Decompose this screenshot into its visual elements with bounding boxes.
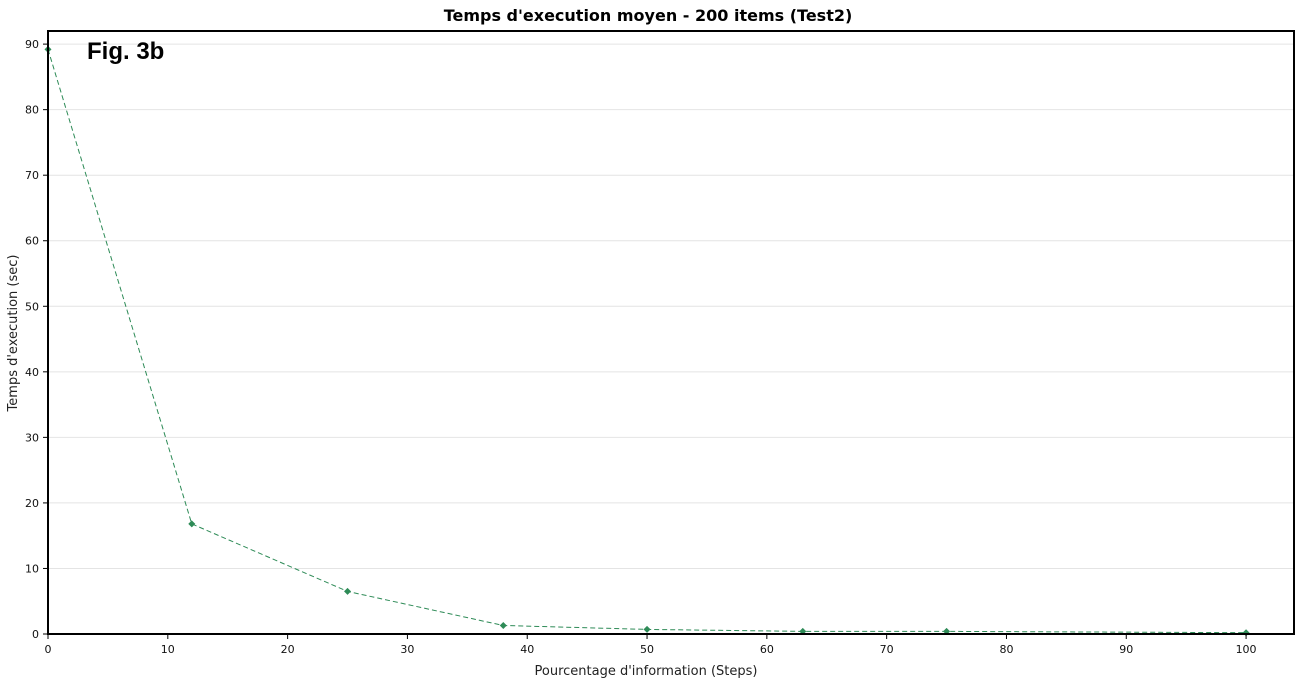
y-tick-label: 30: [25, 431, 39, 444]
x-axis-ticks: 0 10 20 30 40 50 60 70 80 90 100: [45, 634, 1257, 656]
x-tick-label: 50: [640, 643, 654, 656]
x-tick-label: 80: [999, 643, 1013, 656]
x-tick-label: 30: [400, 643, 414, 656]
y-axis-ticks: 0 10 20 30 40 50 60 70 80 90: [25, 38, 48, 641]
data-point: [188, 520, 196, 528]
x-tick-label: 70: [880, 643, 894, 656]
x-tick-label: 40: [520, 643, 534, 656]
x-tick-label: 90: [1119, 643, 1133, 656]
y-tick-label: 20: [25, 497, 39, 510]
data-point: [499, 621, 507, 629]
y-tick-label: 70: [25, 169, 39, 182]
x-axis-label: Pourcentage d'information (Steps): [535, 664, 758, 679]
y-tick-label: 50: [25, 300, 39, 313]
y-tick-label: 90: [25, 38, 39, 51]
x-tick-label: 20: [281, 643, 295, 656]
series-layer: [44, 45, 1250, 637]
x-tick-label: 0: [45, 643, 52, 656]
x-tick-label: 60: [760, 643, 774, 656]
y-tick-label: 0: [32, 628, 39, 641]
y-axis-label: Temps d'execution (sec): [6, 255, 21, 413]
series-line: [47, 49, 1247, 634]
y-tick-label: 80: [25, 104, 39, 117]
figure-annotation: Fig. 3b: [87, 38, 164, 65]
grid-lines: [48, 43, 1294, 569]
x-tick-label: 100: [1236, 643, 1257, 656]
chart-title: Temps d'execution moyen - 200 items (Tes…: [444, 6, 853, 25]
x-tick-label: 10: [161, 643, 175, 656]
y-tick-label: 40: [25, 366, 39, 379]
data-point: [344, 587, 352, 595]
y-tick-label: 60: [25, 235, 39, 248]
plot-frame: [47, 30, 1295, 635]
y-tick-label: 10: [25, 562, 39, 575]
data-point: [643, 625, 651, 633]
